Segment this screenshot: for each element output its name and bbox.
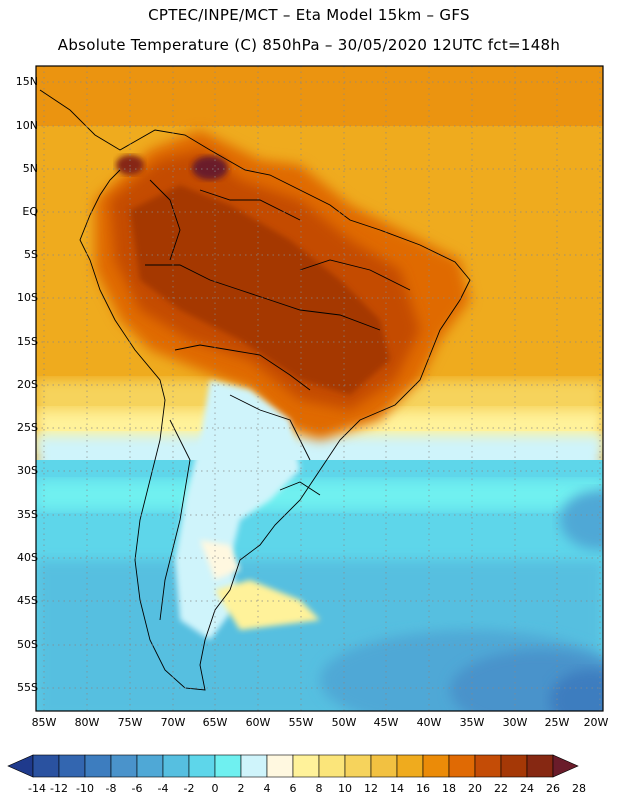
colorbar-tick-label: 28 bbox=[572, 782, 586, 795]
lat-label: 30S bbox=[17, 464, 38, 477]
lon-label: 85W bbox=[31, 716, 57, 729]
colorbar-swatch bbox=[110, 754, 138, 778]
lon-label: 65W bbox=[202, 716, 228, 729]
lat-label: 10S bbox=[17, 291, 38, 304]
colorbar-tick-label: 8 bbox=[315, 782, 323, 795]
lat-label: 20S bbox=[17, 378, 38, 391]
lat-label: 55S bbox=[17, 681, 38, 694]
lat-label: 45S bbox=[17, 594, 38, 607]
colorbar-arrow-low bbox=[7, 754, 34, 778]
lon-label: 45W bbox=[373, 716, 399, 729]
colorbar-swatch bbox=[214, 754, 242, 778]
colorbar-swatch bbox=[396, 754, 424, 778]
map-frame bbox=[35, 65, 604, 712]
lon-label: 70W bbox=[160, 716, 186, 729]
lon-label: 30W bbox=[502, 716, 528, 729]
colorbar-tick-label: 10 bbox=[338, 782, 352, 795]
coastline-outlines bbox=[39, 89, 471, 691]
lon-label: 50W bbox=[331, 716, 357, 729]
lat-label: 15S bbox=[17, 335, 38, 348]
colorbar-swatch bbox=[136, 754, 164, 778]
lon-label: 20W bbox=[583, 716, 609, 729]
colorbar-swatch bbox=[266, 754, 294, 778]
colorbar-tick-label: 12 bbox=[364, 782, 378, 795]
colorbar-tick-label: -2 bbox=[183, 782, 195, 795]
lat-label: 25S bbox=[17, 421, 38, 434]
colorbar-tick-label: 6 bbox=[289, 782, 297, 795]
title-line-2: Absolute Temperature (C) 850hPa – 30/05/… bbox=[57, 36, 561, 54]
lat-label: 5S bbox=[24, 248, 38, 261]
colorbar-swatch bbox=[448, 754, 476, 778]
colorbar-tick-label: 16 bbox=[416, 782, 430, 795]
temperature-field bbox=[36, 66, 603, 711]
colorbar-swatch bbox=[292, 754, 320, 778]
colorbar-swatch bbox=[32, 754, 60, 778]
lon-label: 75W bbox=[117, 716, 143, 729]
colorbar bbox=[7, 754, 579, 778]
colorbar-swatch bbox=[58, 754, 86, 778]
colorbar-tick-label: 14 bbox=[390, 782, 404, 795]
lat-label: 50S bbox=[17, 638, 38, 651]
colorbar-tick-label: 20 bbox=[468, 782, 482, 795]
colorbar-swatch bbox=[526, 754, 554, 778]
colorbar-swatch bbox=[500, 754, 528, 778]
lat-label: EQ bbox=[22, 205, 38, 218]
lon-label: 35W bbox=[459, 716, 485, 729]
colorbar-tick-label: -4 bbox=[157, 782, 169, 795]
colorbar-swatch bbox=[188, 754, 216, 778]
title-line-1: CPTEC/INPE/MCT – Eta Model 15km – GFS bbox=[148, 6, 470, 24]
colorbar-tick-label: 0 bbox=[211, 782, 219, 795]
colorbar-swatch bbox=[240, 754, 268, 778]
graticule bbox=[36, 66, 603, 711]
lon-label: 80W bbox=[74, 716, 100, 729]
lat-label: 35S bbox=[17, 508, 38, 521]
lat-label: 5N bbox=[22, 162, 38, 175]
colorbar-swatch bbox=[474, 754, 502, 778]
colorbar-tick-label: 26 bbox=[546, 782, 560, 795]
lat-label: 40S bbox=[17, 551, 38, 564]
colorbar-swatch bbox=[84, 754, 112, 778]
colorbar-tick-label: -12 bbox=[50, 782, 68, 795]
colorbar-tick-label: -6 bbox=[131, 782, 143, 795]
colorbar-swatch bbox=[422, 754, 450, 778]
colorbar-swatch bbox=[344, 754, 372, 778]
colorbar-tick-label: -10 bbox=[76, 782, 94, 795]
lon-label: 25W bbox=[544, 716, 570, 729]
colorbar-tick-label: 4 bbox=[263, 782, 271, 795]
colorbar-swatch bbox=[318, 754, 346, 778]
colorbar-tick-label: 2 bbox=[237, 782, 245, 795]
lon-label: 40W bbox=[416, 716, 442, 729]
colorbar-tick-label: -8 bbox=[105, 782, 117, 795]
colorbar-tick-label: 18 bbox=[442, 782, 456, 795]
colorbar-swatch bbox=[370, 754, 398, 778]
colorbar-tick-label: -14 bbox=[28, 782, 46, 795]
lon-label: 55W bbox=[288, 716, 314, 729]
colorbar-arrow-high bbox=[552, 754, 579, 778]
lat-label: 10N bbox=[15, 119, 38, 132]
colorbar-swatch bbox=[162, 754, 190, 778]
lat-label: 15N bbox=[15, 75, 38, 88]
colorbar-tick-label: 24 bbox=[520, 782, 534, 795]
colorbar-tick-label: 22 bbox=[494, 782, 508, 795]
lon-label: 60W bbox=[245, 716, 271, 729]
